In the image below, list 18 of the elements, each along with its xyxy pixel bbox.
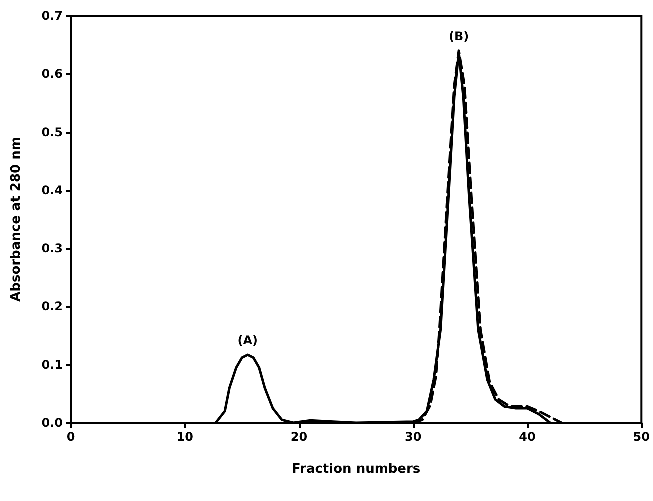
y-tick-label: 0.0 — [42, 416, 63, 430]
x-tick-label: 10 — [176, 430, 194, 444]
x-axis-title: Fraction numbers — [292, 462, 421, 477]
annotation: (B) — [448, 29, 470, 44]
x-tick-label: 40 — [519, 430, 536, 444]
x-tick-label: 50 — [633, 430, 650, 444]
x-tick-label: 20 — [290, 430, 308, 444]
y-axis-title: Absorbance at 280 nm — [9, 137, 24, 302]
y-tick-label: 0.5 — [42, 125, 63, 140]
y-tick-label: 0.3 — [42, 242, 63, 256]
x-tick-label: 0 — [66, 430, 76, 444]
annotation: (A) — [238, 333, 258, 348]
y-tick-label: 0.2 — [42, 300, 63, 314]
x-tick-label: 30 — [405, 430, 422, 444]
y-tick-label: 0.7 — [42, 9, 63, 23]
y-tick-label: 0.6 — [42, 67, 63, 82]
y-tick-label: 0.1 — [42, 358, 63, 372]
y-tick-label: 0.4 — [42, 183, 63, 198]
